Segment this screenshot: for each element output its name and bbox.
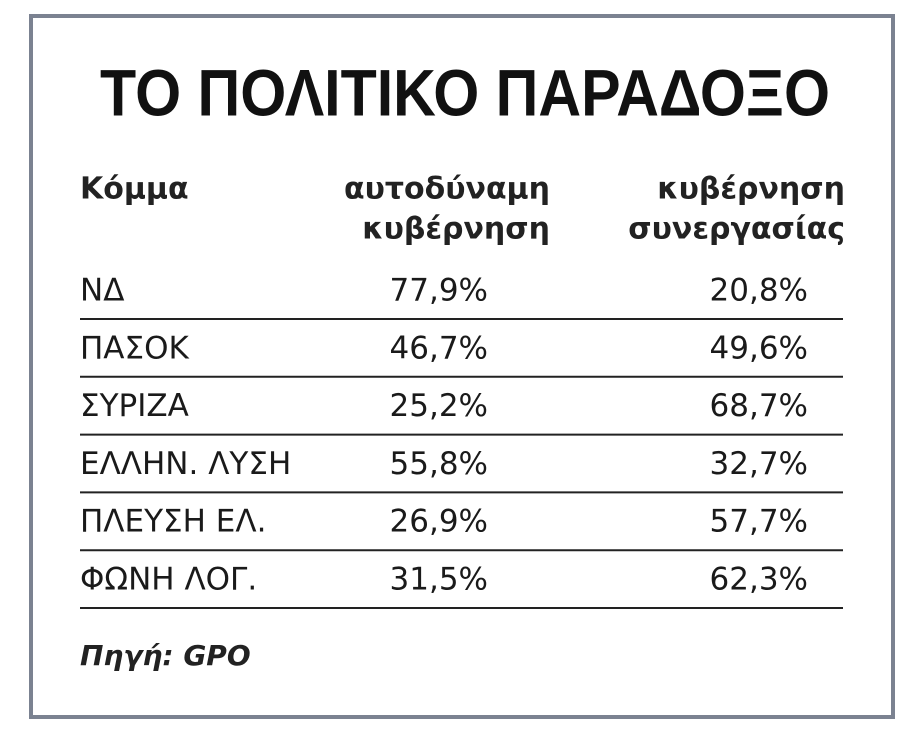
percentage: 26,9% bbox=[390, 504, 488, 540]
percentage: 77,9% bbox=[390, 273, 488, 309]
party-name: ΝΔ bbox=[80, 273, 124, 309]
party-name: ΦΩΝΗ ΛΟΓ. bbox=[80, 562, 257, 598]
percentage: 32,7% bbox=[710, 446, 808, 482]
percentage: 46,7% bbox=[390, 330, 488, 366]
party-name: ΠΛΕΥΣΗ ΕΛ. bbox=[80, 504, 266, 540]
percentage: 31,5% bbox=[390, 562, 488, 598]
party-name: ΣΥΡΙΖΑ bbox=[80, 388, 189, 424]
percentage: 57,7% bbox=[710, 504, 808, 540]
title: ΤΟ ΠΟΛΙΤΙΚΟ ΠΑΡΑΔΟΞΟ bbox=[100, 55, 830, 129]
percentage: 62,3% bbox=[710, 562, 808, 598]
column-header: κυβέρνηση bbox=[657, 172, 845, 207]
percentage: 20,8% bbox=[710, 273, 808, 309]
percentage: 68,7% bbox=[710, 388, 808, 424]
frame bbox=[29, 14, 895, 719]
percentage: 49,6% bbox=[710, 330, 808, 366]
party-name: ΠΑΣΟΚ bbox=[80, 330, 190, 366]
column-header: αυτοδύναμη bbox=[344, 172, 550, 207]
column-header: Κόμμα bbox=[80, 172, 189, 207]
percentage: 55,8% bbox=[390, 446, 488, 482]
percentage: 25,2% bbox=[390, 388, 488, 424]
source: Πηγή: GPO bbox=[80, 639, 251, 672]
column-header: κυβέρνηση bbox=[362, 212, 550, 247]
party-name: ΕΛΛΗΝ. ΛΥΣΗ bbox=[80, 446, 291, 482]
column-header: συνεργασίας bbox=[628, 212, 845, 247]
